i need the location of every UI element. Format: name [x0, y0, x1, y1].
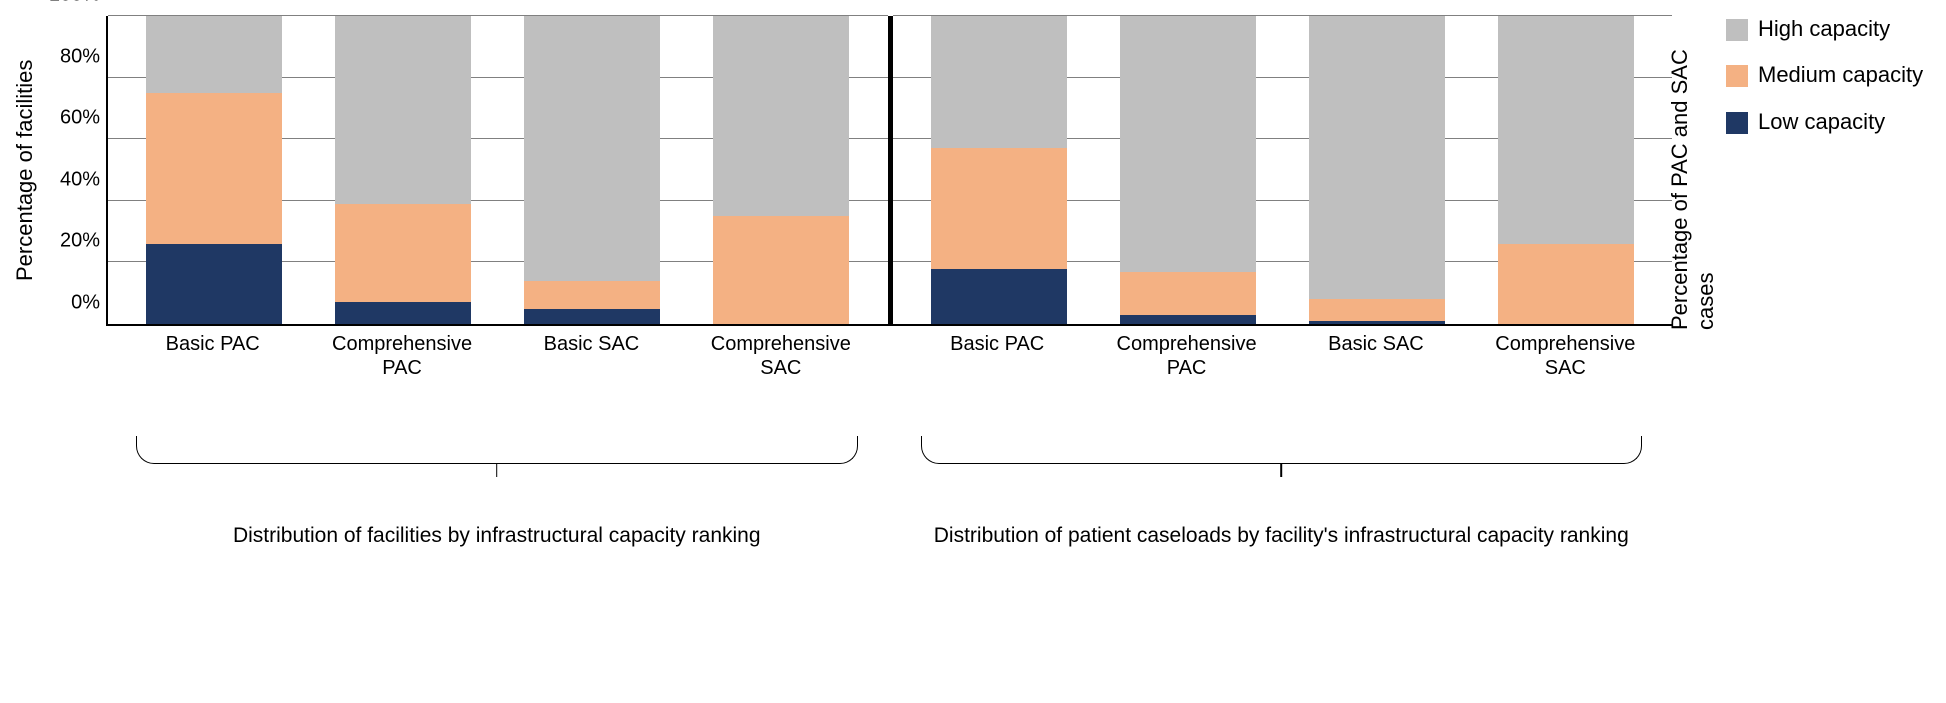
bar-slot: [498, 16, 687, 324]
bar-segment-high: [335, 16, 471, 204]
stacked-bar: [1309, 16, 1445, 324]
brace-left: [106, 436, 888, 486]
y-axis-label-right: Percentage of PAC and SAC cases: [1678, 10, 1708, 330]
bar-segment-low: [1309, 321, 1445, 324]
stacked-bar: [1120, 16, 1256, 324]
plot-area-right: [891, 16, 1673, 326]
y-axis-label-left: Percentage of facilities: [10, 10, 40, 330]
y-tick-label: 80%: [60, 45, 100, 68]
bar-segment-low: [524, 309, 660, 324]
bar-segment-high: [1498, 16, 1634, 244]
x-tick-label: ComprehensivePAC: [1092, 332, 1281, 380]
bar-segment-high: [713, 16, 849, 216]
stacked-bar: [931, 16, 1067, 324]
bar-segment-medium: [931, 148, 1067, 268]
x-tick-label: Basic PAC: [903, 332, 1092, 380]
x-tick-label: ComprehensiveSAC: [686, 332, 875, 380]
subtitle-left: Distribution of facilities by infrastruc…: [106, 522, 888, 549]
y-tick-label: 60%: [60, 107, 100, 130]
legend-label: High capacity: [1758, 16, 1890, 42]
y-tick-label: 100%: [49, 0, 100, 7]
plot-area-left: [106, 16, 888, 326]
legend-label: Low capacity: [1758, 109, 1885, 135]
bar-segment-medium: [1498, 244, 1634, 324]
y-tick-label: 0%: [71, 292, 100, 315]
x-axis-labels-right: Basic PACComprehensivePACBasic SACCompre…: [891, 326, 1673, 380]
y-tick-label: 20%: [60, 230, 100, 253]
bar-segment-medium: [335, 204, 471, 303]
legend-item-high: High capacity: [1726, 16, 1946, 42]
bar-slot: [905, 16, 1094, 324]
bar-slot: [120, 16, 309, 324]
bars-group: [893, 16, 1673, 324]
bar-segment-medium: [713, 216, 849, 324]
legend-swatch: [1726, 19, 1748, 41]
stacked-bar: [335, 16, 471, 324]
legend: High capacity Medium capacity Low capacity: [1726, 16, 1946, 693]
bar-segment-low: [335, 302, 471, 324]
bar-segment-high: [1120, 16, 1256, 272]
stacked-bar: [524, 16, 660, 324]
x-tick-label: ComprehensiveSAC: [1471, 332, 1660, 380]
bar-segment-medium: [146, 93, 282, 244]
legend-swatch: [1726, 65, 1748, 87]
legend-item-low: Low capacity: [1726, 109, 1946, 135]
legend-swatch: [1726, 112, 1748, 134]
bar-slot: [1093, 16, 1282, 324]
y-tick-label: 40%: [60, 168, 100, 191]
stacked-bar: [1498, 16, 1634, 324]
x-tick-label: Basic SAC: [1281, 332, 1470, 380]
stacked-bar: [713, 16, 849, 324]
stacked-bar: [146, 16, 282, 324]
plot-panels: Basic PACComprehensivePACBasic SACCompre…: [106, 10, 1672, 693]
bars-group: [108, 16, 888, 324]
bar-segment-medium: [1120, 272, 1256, 315]
bar-slot: [1282, 16, 1471, 324]
bar-segment-high: [146, 16, 282, 93]
brace-right: [891, 436, 1673, 486]
bar-segment-high: [931, 16, 1067, 148]
x-tick-label: Basic SAC: [497, 332, 686, 380]
x-axis-labels-left: Basic PACComprehensivePACBasic SACCompre…: [106, 326, 888, 380]
chart-container: Percentage of facilities 0%20%40%60%80%1…: [10, 10, 1946, 693]
bar-segment-high: [1309, 16, 1445, 299]
legend-item-medium: Medium capacity: [1726, 62, 1946, 88]
bar-segment-low: [931, 269, 1067, 324]
panel-right: Basic PACComprehensivePACBasic SACCompre…: [891, 10, 1673, 693]
panel-left: Basic PACComprehensivePACBasic SACCompre…: [106, 10, 888, 693]
bar-segment-low: [1120, 315, 1256, 324]
y-axis-ticks: 0%20%40%60%80%100%: [46, 16, 106, 326]
bar-segment-low: [146, 244, 282, 324]
bar-slot: [687, 16, 876, 324]
x-tick-label: Basic PAC: [118, 332, 307, 380]
bar-segment-high: [524, 16, 660, 281]
bar-segment-medium: [1309, 299, 1445, 321]
subtitle-right: Distribution of patient caseloads by fac…: [891, 522, 1673, 549]
legend-label: Medium capacity: [1758, 62, 1923, 88]
bar-slot: [309, 16, 498, 324]
bar-slot: [1471, 16, 1660, 324]
bar-segment-medium: [524, 281, 660, 309]
x-tick-label: ComprehensivePAC: [307, 332, 496, 380]
